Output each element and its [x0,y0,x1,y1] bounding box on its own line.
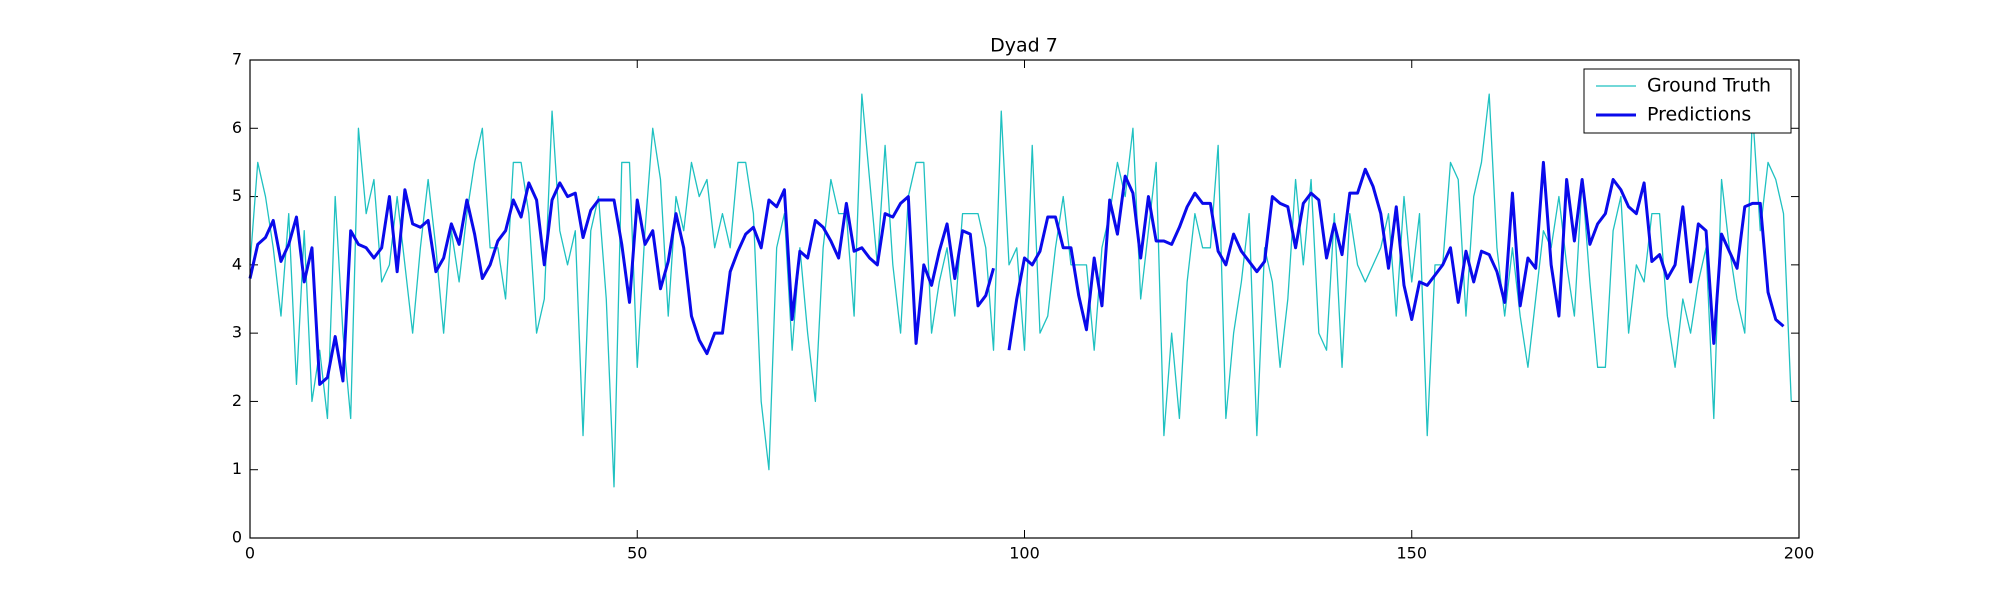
y-tick-label: 5 [232,186,242,205]
legend-label: Ground Truth [1647,75,1771,97]
y-tick-label: 0 [232,528,242,547]
data-line [249,93,1792,488]
legend-label: Predictions [1647,104,1751,126]
y-tick-label: 3 [232,323,242,342]
data-line [248,160,1785,386]
chart-title: Dyad 7 [990,35,1058,57]
x-tick-label: 50 [627,544,647,563]
y-tick-label: 7 [232,50,242,69]
legend: Ground Truth Predictions [1583,68,1792,134]
y-tick-label: 4 [232,254,242,273]
x-tick-label: 150 [1396,544,1427,563]
legend-box [1583,68,1792,134]
y-tick-label: 6 [232,118,242,137]
y-tick-label: 2 [232,391,242,410]
x-tick-label: 200 [1784,544,1815,563]
x-tick-label: 0 [245,544,255,563]
y-tick-label: 1 [232,459,242,478]
plot-frame [249,59,1800,539]
x-tick-label: 100 [1009,544,1040,563]
